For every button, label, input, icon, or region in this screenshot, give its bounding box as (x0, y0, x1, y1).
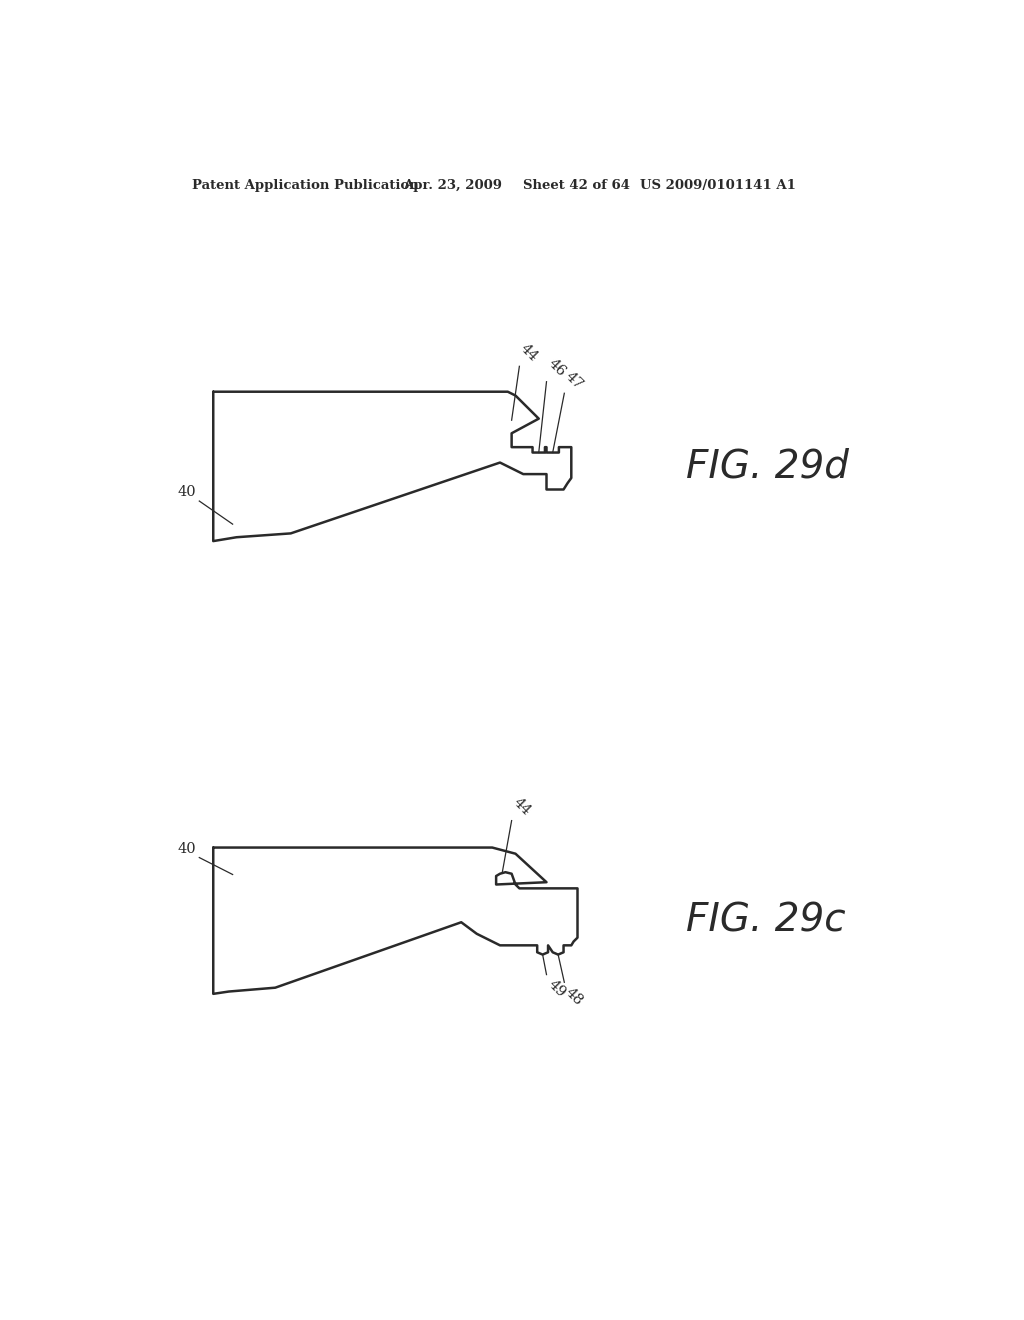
Text: FIG. 29c: FIG. 29c (686, 902, 846, 940)
Text: Patent Application Publication: Patent Application Publication (191, 180, 418, 193)
Text: 44: 44 (510, 796, 534, 818)
Text: 40: 40 (177, 484, 197, 499)
Text: 44: 44 (518, 341, 541, 364)
Text: US 2009/0101141 A1: US 2009/0101141 A1 (640, 180, 796, 193)
Text: 46: 46 (545, 356, 568, 379)
Text: 48: 48 (563, 985, 586, 1008)
Text: 47: 47 (563, 368, 586, 392)
Text: Apr. 23, 2009: Apr. 23, 2009 (403, 180, 502, 193)
Text: 49: 49 (545, 978, 568, 1001)
Text: Sheet 42 of 64: Sheet 42 of 64 (523, 180, 630, 193)
Text: FIG. 29d: FIG. 29d (686, 447, 849, 486)
Text: 40: 40 (177, 842, 197, 857)
